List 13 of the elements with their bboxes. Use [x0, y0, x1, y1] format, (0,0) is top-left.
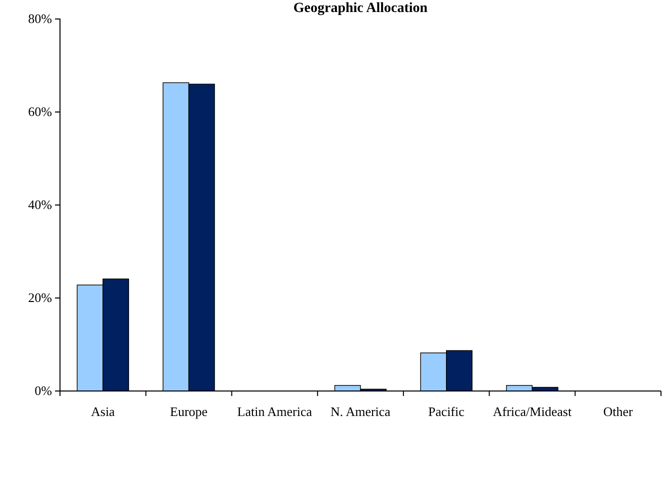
- chart-title: Geographic Allocation: [293, 1, 428, 16]
- y-tick-label: 20%: [28, 290, 52, 306]
- x-tick-label: Asia: [91, 404, 116, 419]
- y-tick-label: 40%: [28, 197, 52, 212]
- x-tick-label: Other: [603, 404, 634, 419]
- y-tick-label: 0%: [34, 383, 52, 398]
- y-tick-label: 60%: [28, 104, 52, 120]
- y-tick-label: 80%: [28, 11, 52, 26]
- x-tick-label: Pacific: [428, 404, 465, 419]
- x-tick-label: N. America: [330, 404, 391, 419]
- x-tick-label: Europe: [170, 404, 208, 419]
- x-tick-label: Latin America: [237, 404, 312, 419]
- x-tick-label: Africa/Mideast: [492, 404, 572, 419]
